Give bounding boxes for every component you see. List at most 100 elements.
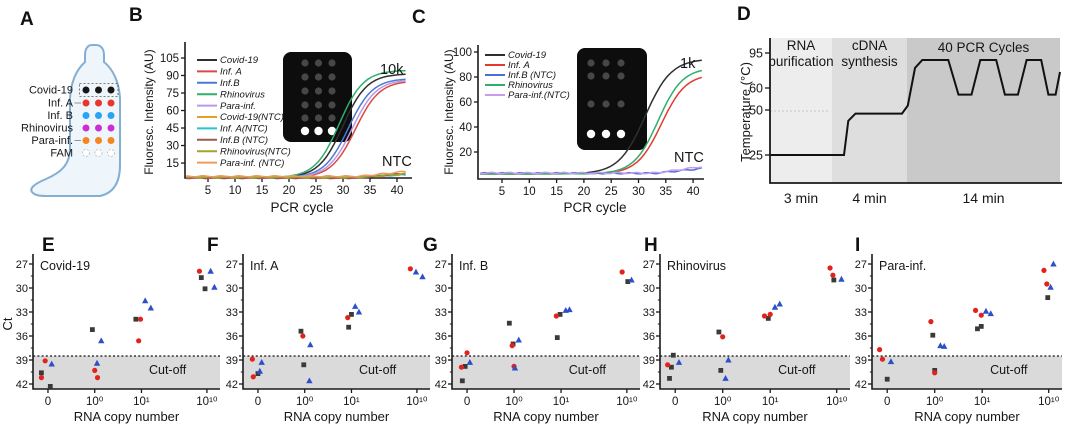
data-point-triangle bbox=[355, 308, 363, 315]
stage-region-3 bbox=[907, 38, 1060, 183]
y-tick-label: 80 bbox=[459, 72, 472, 84]
x-tick-label: 10¹ bbox=[133, 396, 150, 408]
legend-label: Para-inf. bbox=[220, 101, 256, 112]
y-tick-label: 90 bbox=[166, 71, 179, 83]
stage-label: purification bbox=[768, 54, 833, 69]
data-point-triangle bbox=[256, 367, 264, 374]
series-red-circles bbox=[249, 266, 413, 380]
data-point-square bbox=[669, 364, 674, 370]
fluorescence-image-inset bbox=[283, 52, 352, 142]
device-body bbox=[30, 44, 121, 197]
data-point-triangle bbox=[566, 306, 573, 313]
annotation-1k: 1k bbox=[680, 56, 696, 72]
series-blue-triangles bbox=[887, 260, 1057, 365]
data-point-triangle bbox=[776, 300, 783, 307]
reagent-dot bbox=[82, 137, 90, 144]
stage-duration: 3 min bbox=[784, 190, 818, 206]
inset-bright-spot bbox=[601, 129, 611, 139]
annotation-ntc: NTC bbox=[674, 150, 704, 166]
y-tick-label: 36 bbox=[435, 331, 447, 343]
x-tick-label: 40 bbox=[391, 185, 404, 197]
data-point-circle bbox=[300, 333, 306, 339]
stage-3-labels: 40 PCR Cycles 14 min bbox=[938, 40, 1030, 206]
x-tick-label: 15 bbox=[550, 186, 563, 198]
x-tick-label: 10⁰ bbox=[86, 396, 104, 408]
data-point-circle bbox=[407, 266, 413, 272]
cutoff-label: Cut-off bbox=[778, 363, 816, 377]
y-tick-label: 30 bbox=[435, 283, 447, 295]
data-point-square bbox=[1045, 295, 1051, 300]
data-point-triangle bbox=[511, 364, 519, 371]
cutoff-band bbox=[660, 356, 850, 389]
x-tick-label: 15 bbox=[256, 185, 269, 197]
curve-inf-b-ntc- bbox=[186, 172, 406, 180]
axes bbox=[659, 254, 850, 390]
x-tick-label: 35 bbox=[364, 185, 377, 197]
data-point-circle bbox=[464, 350, 470, 356]
x-tick-label: 10 bbox=[229, 185, 242, 197]
x-axis-label: PCR cycle bbox=[270, 200, 333, 215]
data-point-circle bbox=[458, 364, 464, 370]
series-blue-triangles bbox=[256, 268, 426, 384]
y-tick-label: 40 bbox=[459, 122, 472, 134]
cutoff-label: Cut-off bbox=[359, 363, 397, 377]
panel-b-amplification-chart-10k: 105 90 75 60 45 30 15 5 10 15 20 25 30 35 40 PCR cycle F… bbox=[142, 42, 412, 215]
reagent-row-label: Covid-19 bbox=[29, 85, 73, 97]
legend-label: Para-inf.(NTC) bbox=[508, 90, 570, 101]
data-point-triangle bbox=[838, 275, 845, 282]
y-axis-label: Ct bbox=[0, 317, 15, 330]
dashed-highlight-box bbox=[79, 83, 119, 97]
reagent-dot bbox=[107, 124, 115, 132]
reagent-row-label: FAM bbox=[50, 148, 73, 160]
x-tick-label: 5 bbox=[499, 186, 505, 198]
data-point-square bbox=[670, 352, 676, 358]
data-point-square bbox=[716, 329, 722, 335]
y-tick-label: 33 bbox=[855, 307, 867, 319]
y-tick-label: 75 bbox=[166, 88, 179, 100]
y-tick-label: 33 bbox=[643, 307, 655, 319]
data-point-circle bbox=[553, 313, 559, 319]
axes bbox=[242, 254, 430, 390]
data-point-triangle bbox=[771, 303, 779, 310]
inset-bright-spot bbox=[616, 129, 626, 139]
data-point-square bbox=[202, 286, 208, 292]
y-tick-label: 60 bbox=[459, 97, 472, 109]
data-point-triangle bbox=[675, 359, 683, 365]
data-point-square bbox=[301, 362, 307, 368]
x-tick-label: 10 bbox=[523, 186, 536, 198]
annotation-ntc: NTC bbox=[382, 154, 412, 170]
axes bbox=[451, 254, 640, 390]
x-tick-label: 40 bbox=[687, 186, 700, 198]
x-tick-label: 10⁰ bbox=[714, 396, 732, 408]
y-tick-label: 42 bbox=[226, 379, 238, 391]
legend-label: Inf.B (NTC) bbox=[508, 70, 556, 81]
inset-faint-spot bbox=[314, 101, 323, 109]
data-point-square bbox=[89, 327, 95, 332]
panel-c-amplification-chart-1k: 100 80 60 40 20 5 10 15 20 25 30 35 40 PCR cycle Fluor… bbox=[442, 45, 704, 215]
stage-region-1 bbox=[770, 38, 832, 183]
x-tick-label: 10⁰ bbox=[505, 396, 523, 408]
data-point-circle bbox=[250, 374, 256, 380]
reagent-dot bbox=[95, 99, 102, 107]
data-point-circle bbox=[877, 347, 883, 353]
temperature-trace bbox=[770, 59, 1061, 156]
reagent-dot bbox=[95, 112, 102, 119]
reagent-dot bbox=[82, 124, 90, 132]
data-point-square bbox=[47, 384, 53, 389]
cutoff-label: Cut-off bbox=[569, 363, 607, 377]
data-point-square bbox=[133, 316, 139, 322]
y-tick-label: 42 bbox=[16, 379, 28, 391]
legend-label: Inf. A bbox=[220, 67, 242, 78]
y-tick-label: 105 bbox=[160, 53, 179, 65]
data-point-square bbox=[975, 326, 980, 332]
data-point-triangle bbox=[1050, 260, 1057, 267]
data-point-triangle bbox=[412, 268, 420, 275]
inset-faint-spot bbox=[602, 100, 610, 108]
data-point-square bbox=[346, 324, 352, 330]
inset-faint-spot bbox=[328, 73, 336, 81]
data-point-triangle bbox=[307, 341, 314, 348]
cutoff-label: Cut-off bbox=[990, 363, 1028, 377]
inset-faint-spot bbox=[587, 72, 595, 80]
data-point-circle bbox=[94, 375, 101, 381]
annotation-10k: 10k bbox=[380, 62, 404, 78]
